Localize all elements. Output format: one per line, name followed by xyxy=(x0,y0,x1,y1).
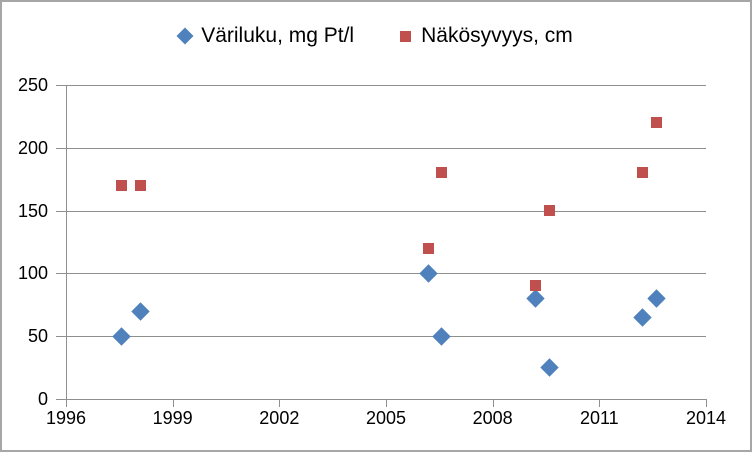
y-axis-tick-50 xyxy=(56,336,66,338)
x-axis-tick-2002 xyxy=(279,399,281,407)
y-axis-tick-200 xyxy=(56,147,66,149)
x-axis-tick-label: 2005 xyxy=(365,408,407,428)
legend-item-nakosyvyys: Näkösyvyys, cm xyxy=(400,24,573,48)
plot-area xyxy=(66,85,706,400)
y-axis-tick-0 xyxy=(56,399,66,400)
data-point-nakosyvyys xyxy=(529,280,541,292)
x-axis-tick-2008 xyxy=(492,399,494,407)
x-axis-tick-2005 xyxy=(386,399,387,407)
gridline-y-100 xyxy=(66,273,706,275)
data-point-nakosyvyys xyxy=(115,179,127,191)
legend-item-variluku: Väriluku, mg Pt/l xyxy=(176,24,355,48)
x-axis-tick-label: 2008 xyxy=(472,408,513,428)
data-point-variluku xyxy=(526,289,545,308)
data-point-variluku xyxy=(540,358,559,377)
x-axis-tick-2014 xyxy=(706,399,707,407)
diamond-marker-icon xyxy=(176,27,194,45)
y-axis-tick-100 xyxy=(56,273,66,275)
y-axis-tick-label: 200 xyxy=(17,137,48,158)
gridline-y-250 xyxy=(66,85,706,86)
data-point-nakosyvyys xyxy=(636,167,648,179)
x-axis-tick-label: 2002 xyxy=(259,408,300,428)
y-axis-tick-250 xyxy=(56,85,66,86)
data-point-variluku xyxy=(419,264,438,283)
x-axis-tick-label: 2011 xyxy=(579,408,619,428)
y-axis-tick-label: 100 xyxy=(17,263,48,284)
data-point-variluku xyxy=(632,308,652,327)
x-axis-tick-label: 1996 xyxy=(45,408,87,428)
x-axis-tick-label: 1999 xyxy=(152,408,193,428)
data-point-nakosyvyys xyxy=(135,179,147,191)
data-point-variluku xyxy=(647,289,666,308)
y-axis xyxy=(66,85,67,407)
data-point-nakosyvyys xyxy=(544,205,556,217)
data-point-nakosyvyys xyxy=(435,167,447,179)
data-point-nakosyvyys xyxy=(650,117,662,129)
legend: Väriluku, mg Pt/l Näkösyvyys, cm xyxy=(2,24,750,48)
data-point-variluku xyxy=(111,326,131,346)
y-axis-tick-150 xyxy=(56,210,66,212)
legend-label-variluku: Väriluku, mg Pt/l xyxy=(201,24,355,47)
x-axis-tick-1996 xyxy=(66,399,67,407)
x-axis-tick-2011 xyxy=(599,399,601,407)
x-axis-tick-1999 xyxy=(172,399,174,407)
legend-label-nakosyvyys: Näkösyvyys, cm xyxy=(421,24,573,47)
data-point-nakosyvyys xyxy=(423,242,435,254)
y-axis-tick-label: 150 xyxy=(17,200,48,221)
gridline-y-150 xyxy=(66,210,706,212)
data-point-variluku xyxy=(131,301,150,321)
gridline-y-50 xyxy=(66,336,706,338)
y-axis-tick-label: 0 xyxy=(37,389,48,409)
square-marker-icon xyxy=(400,30,412,42)
y-axis-tick-label: 250 xyxy=(17,75,48,95)
data-point-variluku xyxy=(431,326,451,346)
gridline-y-200 xyxy=(66,147,706,149)
y-axis-tick-label: 50 xyxy=(27,326,48,347)
x-axis-tick-label: 2014 xyxy=(685,408,727,428)
